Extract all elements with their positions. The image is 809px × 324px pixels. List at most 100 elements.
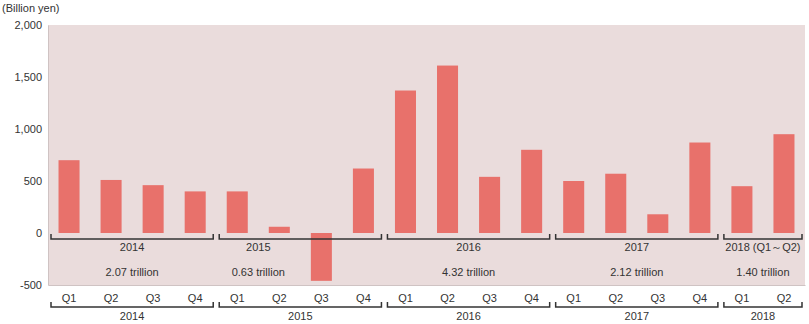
- bar: [563, 181, 584, 233]
- group-label: 2017: [625, 310, 649, 322]
- y-tick-label: -500: [20, 279, 42, 291]
- x-tick-label: Q3: [650, 292, 665, 304]
- annotation-label: 2014: [120, 241, 144, 253]
- x-tick-label: Q1: [62, 292, 77, 304]
- annotation-bracket: [51, 234, 213, 239]
- x-tick: Q1: [230, 285, 245, 304]
- x-tick: Q1: [735, 285, 750, 304]
- group-bracket: [387, 302, 549, 307]
- x-tick: Q3: [146, 285, 161, 304]
- bars: [59, 66, 795, 281]
- x-tick: Q3: [650, 285, 665, 304]
- bar: [269, 227, 290, 233]
- x-tick: Q2: [777, 285, 792, 304]
- y-tick: 1,000: [14, 123, 48, 135]
- bar: [437, 66, 458, 233]
- x-tick-label: Q1: [398, 292, 413, 304]
- x-tick-label: Q1: [230, 292, 245, 304]
- annotation-bracket: [387, 234, 549, 239]
- y-tick: -500: [20, 279, 48, 291]
- y-tick: 2,000: [14, 19, 48, 31]
- x-tick: Q3: [482, 285, 497, 304]
- x-axis: Q1 Q2 Q3 Q4 Q1 Q2 Q3 Q4 Q1 Q2 Q3 Q4 Q1 Q2 Q3 Q4 Q1 Q2: [49, 285, 806, 304]
- x-tick: Q2: [272, 285, 287, 304]
- x-tick-label: Q4: [188, 292, 203, 304]
- x-tick: Q3: [314, 285, 329, 304]
- bar: [101, 180, 122, 233]
- annotation-label: 2015: [246, 241, 270, 253]
- y-tick-label: 0: [36, 227, 42, 239]
- x-tick-label: Q2: [272, 292, 287, 304]
- x-tick-label: Q2: [608, 292, 623, 304]
- bar: [143, 185, 164, 233]
- annotation-note: 0.63 trillion: [232, 266, 285, 278]
- x-tick-label: Q3: [314, 292, 329, 304]
- annotation-note: 4.32 trillion: [442, 266, 495, 278]
- bar: [731, 186, 752, 233]
- group-bracket: [51, 302, 213, 307]
- x-tick-label: Q2: [440, 292, 455, 304]
- bar: [521, 150, 542, 233]
- x-tick: Q2: [440, 285, 455, 304]
- x-axis-line: [49, 285, 806, 286]
- bar: [689, 143, 710, 233]
- y-axis-line: [48, 26, 49, 286]
- bar: [185, 191, 206, 233]
- annotation-label: 2018 (Q1～Q2): [725, 241, 800, 253]
- x-tick-label: Q4: [524, 292, 539, 304]
- x-tick-label: Q3: [482, 292, 497, 304]
- x-tick-label: Q3: [146, 292, 161, 304]
- annotation-bracket: [556, 234, 718, 239]
- x-tick: Q1: [566, 285, 581, 304]
- y-axis: -500 0 500 1,000 1,500 2,000: [14, 19, 48, 291]
- annotation-note: 1.40 trillion: [736, 266, 789, 278]
- annotation-label: 2017: [625, 241, 649, 253]
- group-bracket: [219, 302, 381, 307]
- y-tick: 0: [36, 227, 48, 239]
- x-tick-label: Q4: [356, 292, 371, 304]
- x-tick: Q1: [398, 285, 413, 304]
- x-tick: Q4: [693, 285, 708, 304]
- x-tick: Q2: [104, 285, 119, 304]
- y-tick: 500: [24, 175, 48, 187]
- y-tick-label: 1,000: [14, 123, 42, 135]
- bar: [353, 169, 374, 233]
- annotation-label: 2016: [456, 241, 480, 253]
- group-label: 2016: [456, 310, 480, 322]
- y-axis-title: (Billion yen): [2, 2, 59, 14]
- x-tick-label: Q1: [566, 292, 581, 304]
- x-tick-label: Q2: [104, 292, 119, 304]
- annotation-note: 2.12 trillion: [610, 266, 663, 278]
- groups: 2014 2014 2.07 trillion 2015 2015 0.63 trilli…: [51, 234, 802, 322]
- bar: [479, 177, 500, 233]
- group-bracket: [556, 302, 718, 307]
- y-tick: 1,500: [14, 71, 48, 83]
- x-tick: Q1: [62, 285, 77, 304]
- group-label: 2014: [120, 310, 144, 322]
- group-label: 2015: [288, 310, 312, 322]
- y-tick-label: 1,500: [14, 71, 42, 83]
- plot-background: [48, 25, 805, 285]
- bar: [311, 233, 332, 281]
- group-bracket: [724, 302, 802, 307]
- x-tick: Q2: [608, 285, 623, 304]
- x-tick: Q4: [356, 285, 371, 304]
- chart: -500 0 500 1,000 1,500 2,000 (Billion yen) Q1 Q2…: [0, 0, 809, 324]
- annotation-bracket: [724, 234, 802, 239]
- annotation-bracket: [219, 234, 381, 239]
- x-tick-label: Q1: [735, 292, 750, 304]
- x-tick-label: Q4: [693, 292, 708, 304]
- bar: [773, 134, 794, 233]
- bar: [647, 214, 668, 233]
- x-tick-label: Q2: [777, 292, 792, 304]
- x-tick: Q4: [524, 285, 539, 304]
- bar: [59, 160, 80, 233]
- group-label: 2018: [751, 310, 775, 322]
- y-tick-label: 2,000: [14, 19, 42, 31]
- bar: [395, 91, 416, 233]
- x-tick: Q4: [188, 285, 203, 304]
- annotation-note: 2.07 trillion: [106, 266, 159, 278]
- bar: [605, 174, 626, 233]
- y-tick-label: 500: [24, 175, 42, 187]
- bar: [227, 191, 248, 233]
